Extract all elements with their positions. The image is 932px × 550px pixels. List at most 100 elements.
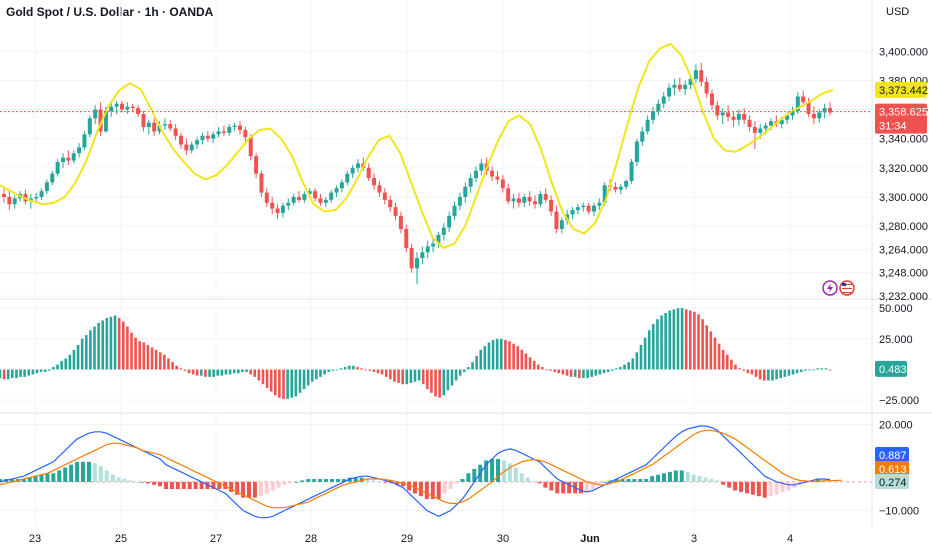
price-tick-label: 3,264.000: [879, 244, 928, 256]
macd-hist-bar: [458, 369, 462, 376]
macd2-hist-bar: [768, 481, 773, 497]
macd-hist-bar: [495, 338, 499, 370]
candle-body: [543, 194, 548, 200]
macd-hist-bar: [97, 322, 100, 370]
macd-hist-bar: [676, 308, 680, 370]
macd2-hist-bar: [762, 481, 767, 498]
candle-body: [495, 176, 500, 180]
macd2-hist-bar: [715, 480, 720, 482]
macd2-hist-bar: [697, 476, 702, 482]
candle-body: [463, 186, 468, 197]
candle-body: [103, 111, 108, 132]
time-tick-label: 23: [29, 533, 41, 545]
macd2-hist-bar: [418, 481, 423, 497]
macd-hist-bar: [113, 315, 117, 370]
symbol-title[interactable]: Gold Spot / U.S. Dollar · 1h · OANDA: [6, 5, 214, 19]
time-tick-label: 29: [401, 533, 413, 545]
macd2-hist-bar: [442, 481, 447, 494]
macd-hist-bar: [6, 369, 10, 380]
macd-hist-bar: [758, 369, 762, 380]
candle-body: [592, 205, 596, 212]
macd2-hist-bar: [424, 481, 429, 500]
candle-body: [468, 178, 473, 187]
macd-hist-bar: [705, 325, 709, 370]
macd-hist-bar: [565, 369, 569, 376]
candle-body: [254, 156, 259, 174]
macd-hist-bar: [372, 369, 376, 372]
macd-hist-bar: [730, 359, 733, 370]
macd-hist-bar: [569, 369, 573, 377]
candle-body: [645, 119, 650, 132]
candle-body: [511, 198, 516, 202]
macd2-hist-bar: [750, 481, 755, 495]
macd-hist-bar: [80, 338, 84, 370]
macd-hist-bar: [183, 369, 187, 371]
macd-hist-bar: [487, 342, 491, 370]
macd-hist-bar: [171, 362, 174, 370]
candle-body: [404, 229, 409, 248]
macd-hist-bar: [771, 369, 774, 381]
macd-hist-bar: [175, 365, 178, 370]
candle-body: [152, 122, 157, 132]
price-tick-label: 3,400.000: [879, 46, 928, 58]
macd-hist-bar: [767, 369, 770, 381]
candle-body: [538, 194, 543, 205]
candle-body: [141, 113, 146, 128]
candle-body: [366, 167, 371, 179]
macd2-hist-bar: [667, 471, 672, 482]
macd-hist-bar: [668, 310, 672, 370]
candle-body: [136, 108, 141, 114]
candle-body: [275, 208, 280, 213]
candle-body: [811, 113, 816, 119]
macd-hist-bar: [795, 369, 799, 374]
candle-body: [243, 129, 248, 138]
macd2-hist-bar: [786, 481, 791, 491]
macd-hist-bar: [627, 362, 630, 370]
candle-body: [817, 112, 822, 119]
macd2-hist-bar: [448, 481, 453, 490]
macd-hist-bar: [31, 369, 35, 375]
macd2-hist-bar: [602, 481, 607, 483]
macd-hist-bar: [237, 369, 240, 374]
macd2-hist-bar: [679, 470, 684, 482]
macd-hist-bar: [208, 369, 211, 377]
macd-hist-bar: [672, 309, 676, 370]
macd2-hist-bar: [745, 481, 749, 494]
macd-hist-bar: [273, 369, 277, 396]
macd-hist-bar: [84, 335, 88, 370]
candle-body: [205, 135, 210, 139]
macd-hist-bar: [158, 352, 162, 370]
candle-body: [286, 202, 291, 206]
candle-body: [238, 125, 242, 130]
macd-hist-bar: [467, 367, 470, 370]
macd-hist-bar: [19, 369, 22, 377]
macd-hist-bar: [635, 352, 639, 370]
price-tick-label: 3,340.000: [879, 134, 928, 146]
macd-hist-bar: [688, 310, 692, 370]
macd-hist-bar: [327, 369, 331, 372]
macd-line: [0, 425, 831, 519]
macd-hist-bar: [734, 364, 737, 370]
macd-hist-bar: [163, 354, 166, 370]
macd-hist-bar: [454, 369, 458, 381]
macd-hist-bar: [253, 369, 257, 377]
macd-hist-bar: [528, 357, 532, 370]
time-tick-label: 4: [787, 533, 793, 545]
us-flag-stripe: [842, 292, 852, 293]
macd-hist-bar: [23, 369, 26, 377]
macd-hist-bar: [508, 341, 511, 370]
macd-hist-bar: [804, 369, 807, 371]
macd2-hist-bar: [620, 479, 625, 482]
macd2-hist-bar: [21, 479, 26, 482]
candle-body: [377, 185, 382, 193]
candle-body: [549, 199, 554, 212]
macd2-hist-bar: [45, 473, 50, 482]
macd2-hist-bar: [0, 479, 2, 482]
macd-hist-bar: [101, 320, 105, 370]
macd-hist-bar: [471, 362, 474, 370]
macd2-hist-bar: [727, 481, 732, 488]
candle-body: [693, 70, 698, 79]
candle-body: [822, 108, 827, 113]
macd-hist-bar: [93, 326, 96, 370]
